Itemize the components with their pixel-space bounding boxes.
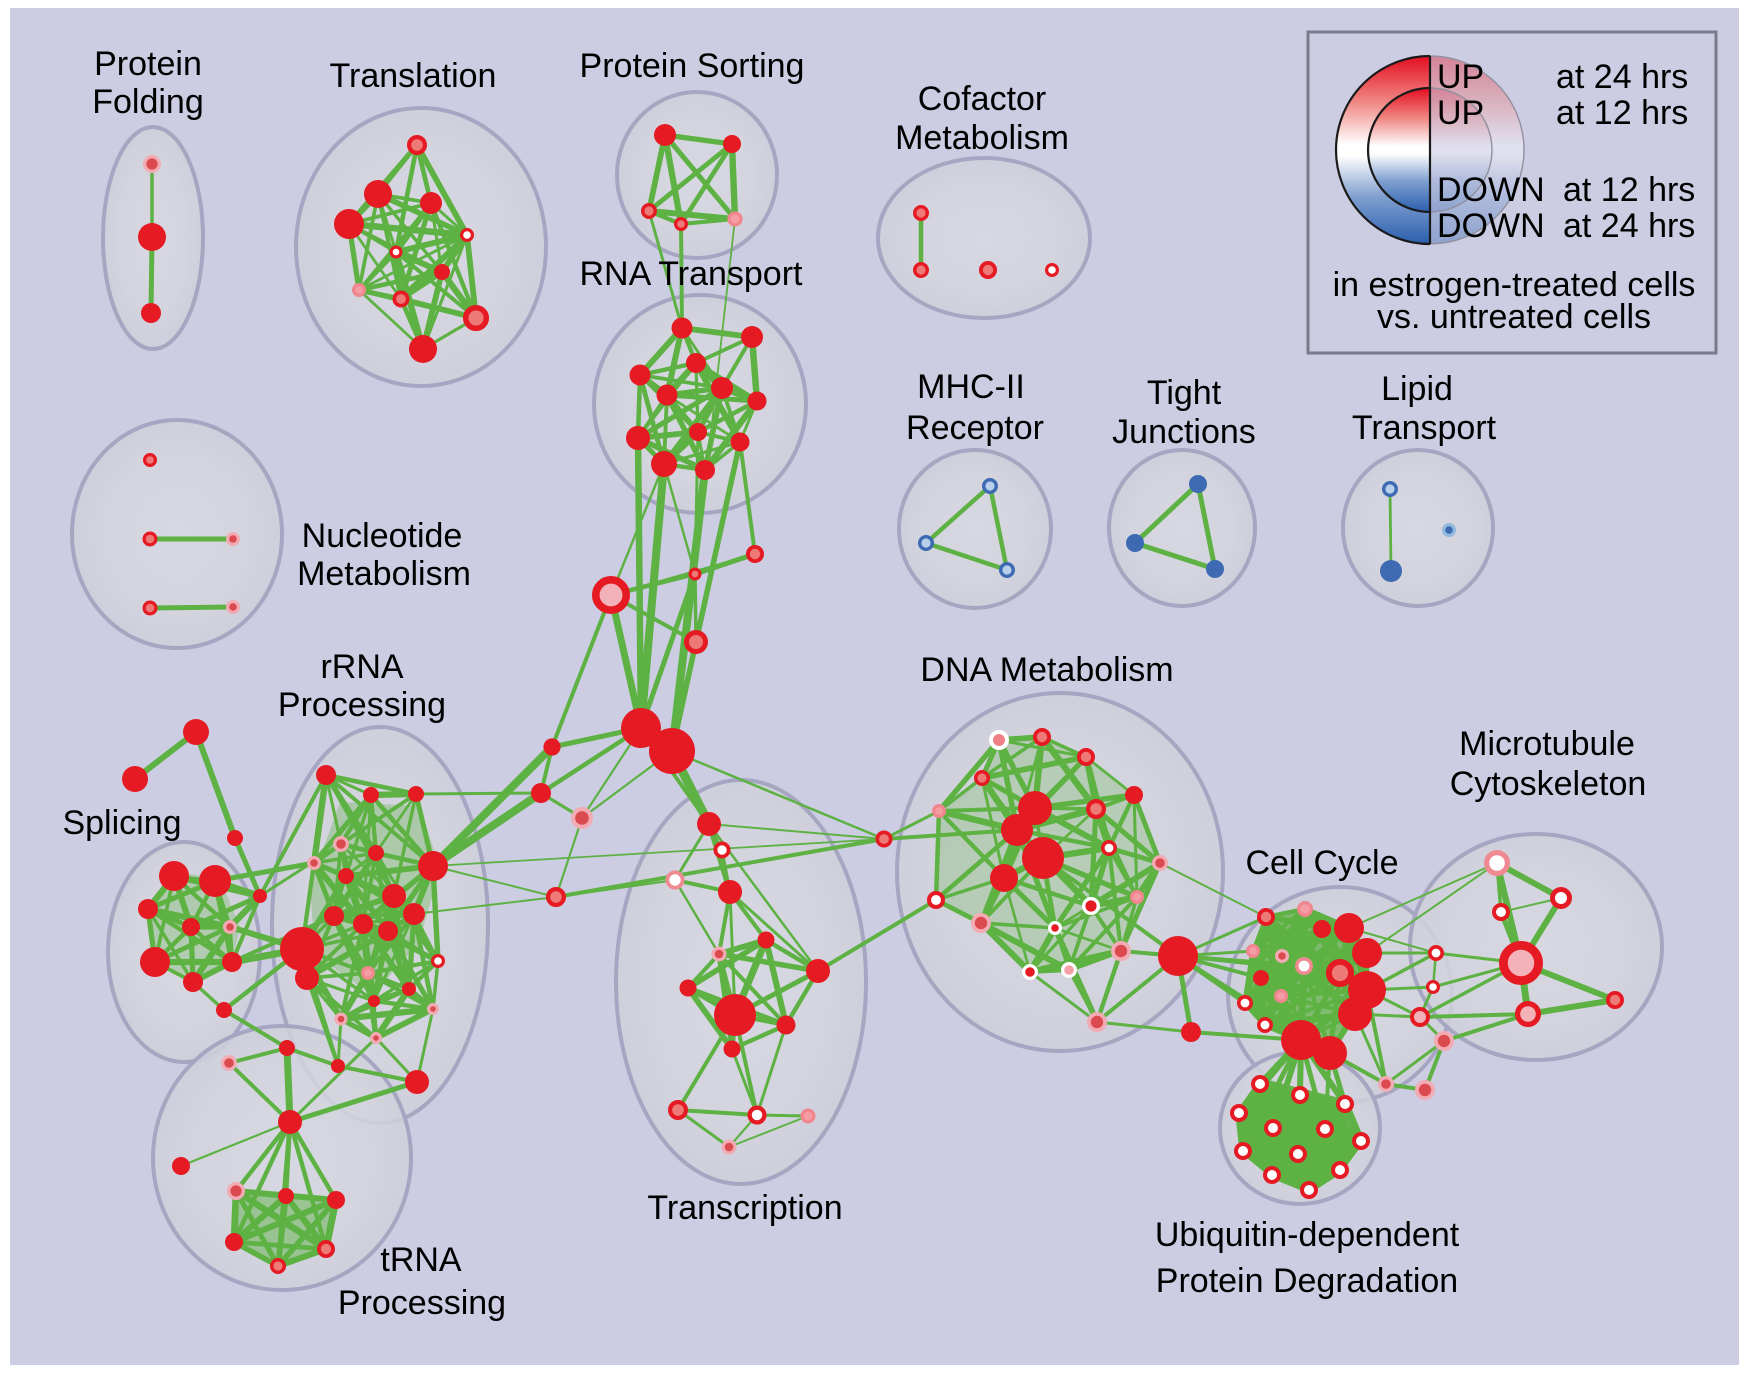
svg-text:at 12 hrs: at 12 hrs <box>1563 171 1695 209</box>
svg-text:Receptor: Receptor <box>906 409 1044 447</box>
svg-text:RNA Transport: RNA Transport <box>580 255 804 293</box>
svg-text:Processing: Processing <box>278 686 446 724</box>
svg-text:at 24 hrs: at 24 hrs <box>1563 207 1695 245</box>
svg-text:Processing: Processing <box>338 1284 506 1322</box>
svg-text:Cofactor: Cofactor <box>918 80 1047 118</box>
svg-text:vs. untreated cells: vs. untreated cells <box>1377 298 1651 336</box>
svg-text:Nucleotide: Nucleotide <box>302 517 463 555</box>
svg-text:Transcription: Transcription <box>647 1189 842 1227</box>
svg-text:Protein Sorting: Protein Sorting <box>580 47 805 85</box>
svg-text:Microtubule: Microtubule <box>1459 725 1635 763</box>
svg-text:tRNA: tRNA <box>380 1241 462 1279</box>
svg-text:Protein: Protein <box>94 45 202 83</box>
svg-text:Translation: Translation <box>330 57 497 95</box>
svg-text:Junctions: Junctions <box>1112 413 1256 451</box>
svg-text:UP: UP <box>1437 94 1484 132</box>
svg-text:Cell Cycle: Cell Cycle <box>1245 844 1398 882</box>
svg-text:Splicing: Splicing <box>62 804 181 842</box>
svg-text:at 12 hrs: at 12 hrs <box>1556 94 1688 132</box>
svg-text:UP: UP <box>1437 58 1484 96</box>
svg-text:at 24 hrs: at 24 hrs <box>1556 58 1688 96</box>
svg-text:MHC-II: MHC-II <box>917 368 1025 406</box>
svg-text:rRNA: rRNA <box>320 648 403 686</box>
svg-text:Cytoskeleton: Cytoskeleton <box>1450 765 1647 803</box>
svg-text:DNA Metabolism: DNA Metabolism <box>920 651 1173 689</box>
svg-text:Transport: Transport <box>1352 409 1497 447</box>
svg-text:Folding: Folding <box>92 83 204 121</box>
svg-text:Metabolism: Metabolism <box>895 119 1069 157</box>
svg-text:Lipid: Lipid <box>1381 370 1453 408</box>
svg-text:DOWN: DOWN <box>1437 207 1545 245</box>
svg-text:Ubiquitin-dependent: Ubiquitin-dependent <box>1155 1216 1460 1254</box>
svg-text:Metabolism: Metabolism <box>297 555 471 593</box>
svg-text:in estrogen-treated cells: in estrogen-treated cells <box>1333 266 1696 304</box>
svg-text:Tight: Tight <box>1147 374 1222 412</box>
svg-text:DOWN: DOWN <box>1437 171 1545 209</box>
svg-text:Protein Degradation: Protein Degradation <box>1156 1262 1458 1300</box>
